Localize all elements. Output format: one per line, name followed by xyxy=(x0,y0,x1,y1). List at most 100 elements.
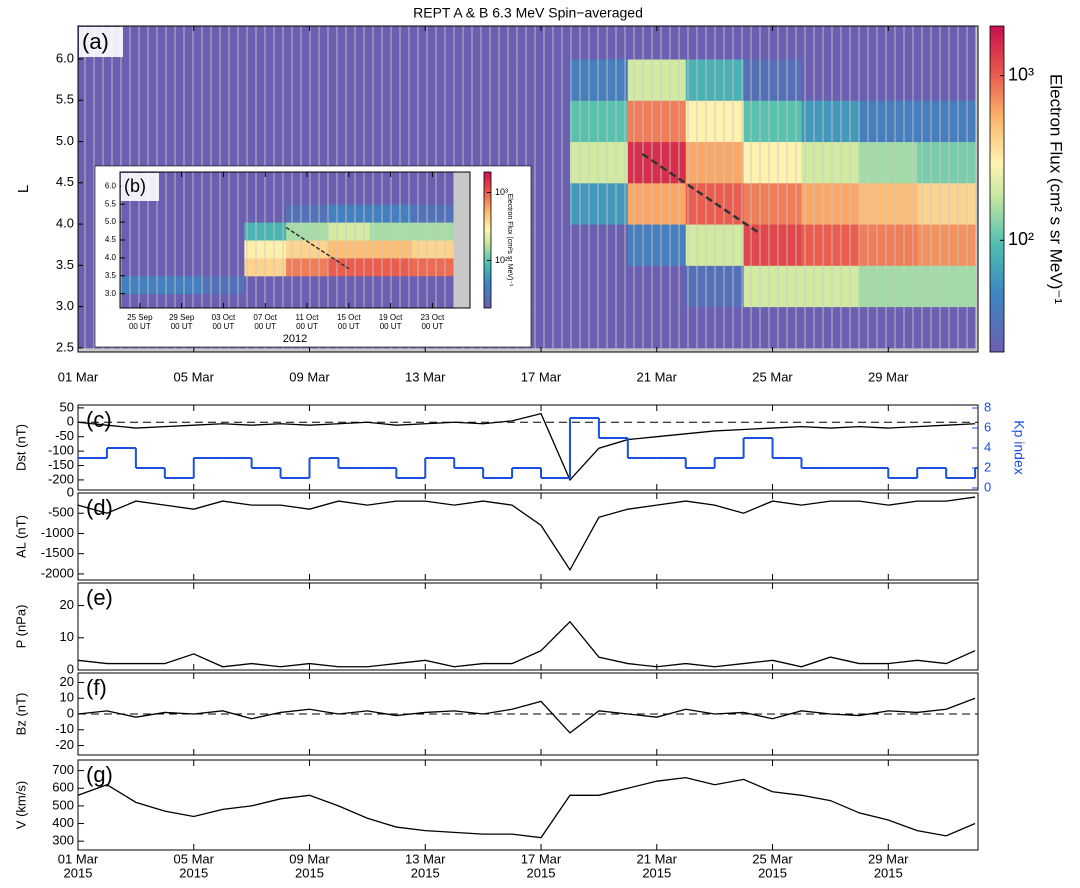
panel-label: (g) xyxy=(86,762,113,787)
x-year-label: 2012 xyxy=(283,333,307,345)
y-tick-label: 20 xyxy=(60,597,74,612)
x-tick-label: 21 Mar xyxy=(637,851,678,866)
x-tick-label: 29 Sep xyxy=(169,313,195,322)
x-tick-label: 15 Oct xyxy=(337,313,361,322)
y-tick-label: -150 xyxy=(48,457,74,472)
x-tick-label: 25 Mar xyxy=(752,851,793,866)
y-axis-label: Bz (nT) xyxy=(13,693,28,736)
plot-frame xyxy=(77,759,979,851)
chart-title: REPT A & B 6.3 MeV Spin−averaged xyxy=(413,5,643,21)
y-tick-label: 10 xyxy=(60,629,74,644)
x-tick-sublabel: 00 UT xyxy=(338,322,360,331)
x-year-label: 2015 xyxy=(642,865,671,880)
y-tick-label: 4.5 xyxy=(105,235,117,244)
y-tick-label: 0 xyxy=(67,705,74,720)
y-tick-label: -2000 xyxy=(41,565,74,580)
y-tick-label: 10 xyxy=(60,690,74,705)
panel-label: (c) xyxy=(86,407,112,432)
y-tick-label: -500 xyxy=(48,505,74,520)
x-tick-label: 19 Oct xyxy=(379,313,403,322)
y-tick-label: 6.0 xyxy=(105,181,117,190)
plot-frame xyxy=(77,404,979,491)
x-tick-label: 09 Mar xyxy=(289,369,330,384)
x-tick-label: 13 Mar xyxy=(405,369,446,384)
y2-tick-label: 8 xyxy=(984,399,991,414)
x-tick-label: 23 Oct xyxy=(421,313,445,322)
data-line xyxy=(77,620,976,668)
data-line xyxy=(77,776,976,839)
panel-label: (b) xyxy=(124,176,146,196)
y-tick-label: 700 xyxy=(52,762,74,777)
x-tick-label: 29 Mar xyxy=(868,369,909,384)
x-year-label: 2015 xyxy=(411,865,440,880)
y-axis-label: P (nPa) xyxy=(13,605,28,649)
panel-label-bg xyxy=(121,173,159,201)
y2-axis-label: Kp index xyxy=(1011,420,1027,474)
y-tick-label: 5.5 xyxy=(105,199,117,208)
y-tick-label: 2.5 xyxy=(56,339,74,354)
x-year-label: 2015 xyxy=(179,865,208,880)
colorbar-tick-label: 10² xyxy=(1008,229,1034,249)
x-tick-label: 01 Mar xyxy=(58,851,99,866)
y-tick-label: -1000 xyxy=(41,525,74,540)
y-tick-label: 4.5 xyxy=(56,174,74,189)
y-tick-label: -20 xyxy=(55,737,74,752)
y-tick-label: 0 xyxy=(67,484,74,499)
y-tick-label: 0 xyxy=(67,661,74,676)
data-line xyxy=(77,412,976,482)
x-year-label: 2015 xyxy=(295,865,324,880)
data-line xyxy=(77,496,976,572)
colorbar-label: Electron Flux (cm²s sr MeV)⁻¹ xyxy=(506,194,513,287)
x-tick-sublabel: 00 UT xyxy=(380,322,402,331)
colorbar-tick-label: 10² xyxy=(495,255,508,265)
y-tick-label: 5.0 xyxy=(105,217,117,226)
x-tick-label: 01 Mar xyxy=(58,369,99,384)
y-tick-label: -1500 xyxy=(41,545,74,560)
y-tick-label: -100 xyxy=(48,443,74,458)
y-axis-label: V (km/s) xyxy=(13,781,28,829)
trend-line xyxy=(285,226,350,270)
panel-label: (e) xyxy=(86,585,113,610)
plot-area xyxy=(120,172,470,308)
y-tick-label: 400 xyxy=(52,815,74,830)
y2-tick-label: 4 xyxy=(984,439,991,454)
y2-tick-label: 6 xyxy=(984,419,991,434)
x-tick-label: 07 Oct xyxy=(253,313,277,322)
x-tick-label: 11 Oct xyxy=(296,313,320,322)
x-tick-label: 05 Mar xyxy=(174,851,215,866)
x-tick-sublabel: 00 UT xyxy=(296,322,318,331)
x-year-label: 2015 xyxy=(874,865,903,880)
data-line xyxy=(77,697,976,734)
y-tick-label: 600 xyxy=(52,780,74,795)
y-tick-label: 0 xyxy=(67,414,74,429)
x-tick-label: 21 Mar xyxy=(637,369,678,384)
colorbar-tick-label: 10³ xyxy=(495,187,508,197)
y-tick-label: -200 xyxy=(48,471,74,486)
colorbar-label: Electron Flux (cm² s sr MeV)⁻¹ xyxy=(1047,74,1066,304)
x-tick-label: 17 Mar xyxy=(521,851,562,866)
panel-label-bg xyxy=(79,27,123,57)
x-tick-label: 25 Sep xyxy=(127,313,153,322)
y2-tick-label: 2 xyxy=(984,459,991,474)
x-tick-label: 09 Mar xyxy=(289,851,330,866)
y-tick-label: 3.5 xyxy=(56,257,74,272)
y-tick-label: 3.5 xyxy=(105,271,117,280)
y-axis-label: AL (nT) xyxy=(13,515,28,558)
y-tick-label: 3.0 xyxy=(105,289,117,298)
x-tick-sublabel: 00 UT xyxy=(171,322,193,331)
x-tick-label: 17 Mar xyxy=(521,369,562,384)
plot-frame xyxy=(77,25,979,353)
y-tick-label: 300 xyxy=(52,833,74,848)
y-tick-label: 4.0 xyxy=(56,216,74,231)
x-tick-sublabel: 00 UT xyxy=(129,322,151,331)
plot-frame xyxy=(77,492,979,581)
y2-tick-label: 0 xyxy=(984,479,991,494)
x-tick-sublabel: 00 UT xyxy=(254,322,276,331)
y-axis-label: Dst (nT) xyxy=(13,424,28,471)
x-tick-label: 25 Mar xyxy=(752,369,793,384)
y-tick-label: 500 xyxy=(52,797,74,812)
x-tick-label: 13 Mar xyxy=(405,851,446,866)
panel-label: (d) xyxy=(86,495,113,520)
x-year-label: 2015 xyxy=(527,865,556,880)
